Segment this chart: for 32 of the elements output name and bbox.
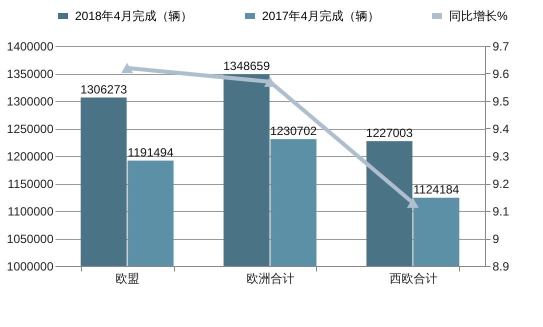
y-tick-label: 1300000: [6, 94, 54, 108]
data-label: 1227003: [366, 126, 414, 140]
point: [406, 198, 419, 208]
legend-label: 同比增长%: [449, 9, 508, 23]
y2-tick-label: 9: [492, 232, 500, 246]
y2-tick-label: 9.5: [492, 94, 510, 108]
y2-tick-label: 8.9: [492, 260, 510, 274]
y2-tick-label: 9.6: [492, 67, 510, 81]
y-tick-label: 1000000: [6, 260, 54, 274]
y-tick-label: 1100000: [8, 204, 54, 218]
point: [121, 62, 134, 74]
data-label: 1124184: [413, 182, 460, 197]
x-tick-label: 欧洲合计: [246, 272, 294, 286]
legend-label: 2018年4月完成（辆）: [75, 9, 192, 23]
y2-tick-label: 9.2: [492, 177, 510, 191]
y-tick-label: 1050000: [6, 232, 54, 246]
y-tick-label: 1150000: [8, 177, 54, 191]
y-tick-label: 1250000: [6, 122, 54, 136]
x-tick-label: 欧盟: [116, 272, 140, 286]
y2-tick-label: 9.7: [492, 40, 510, 54]
y2-tick-label: 9.4: [492, 122, 510, 136]
data-label: 1230702: [270, 124, 318, 138]
data-label: 1306273: [80, 82, 128, 97]
legend-label: 2017年4月完成（辆）: [262, 9, 380, 23]
data-label: 1348659: [223, 59, 270, 74]
data-label: 1191494: [128, 146, 174, 160]
y-tick-label: 1200000: [6, 150, 54, 164]
y2-tick-label: 9.3: [492, 150, 510, 164]
y-tick-label: 1350000: [6, 67, 54, 81]
y2-tick-label: 9.1: [492, 204, 510, 218]
y-tick-label: 1400000: [6, 40, 54, 54]
x-tick-label: 西欧合计: [389, 272, 438, 286]
